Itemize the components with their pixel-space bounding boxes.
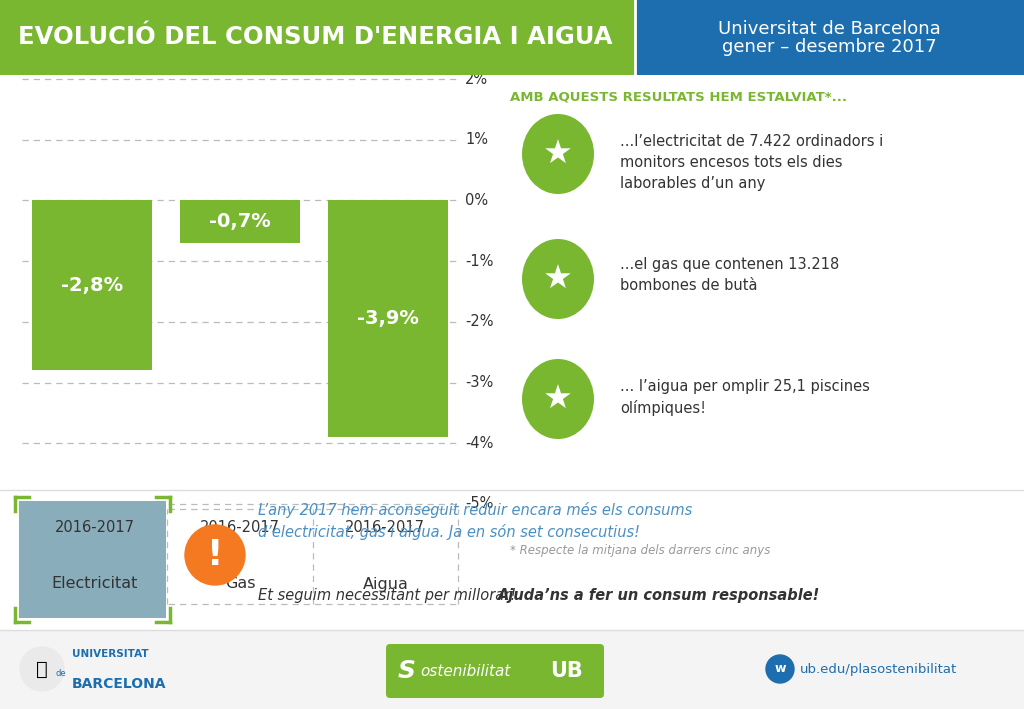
Text: !: ! [207,538,223,572]
Bar [0,630,1024,709]
Ellipse shape [522,114,594,194]
Text: Ajuda’ns a fer un consum responsable!: Ajuda’ns a fer un consum responsable! [498,588,820,603]
Text: 2016-2017: 2016-2017 [345,520,425,535]
Text: AMB AQUESTS RESULTATS HEM ESTALVIAT*...: AMB AQUESTS RESULTATS HEM ESTALVIAT*... [510,91,847,104]
Bar [0,0,635,75]
Text: 🏛: 🏛 [36,659,48,679]
Ellipse shape [522,239,594,319]
Circle shape [185,525,245,585]
Text: w: w [774,662,785,676]
Circle shape [20,647,63,691]
Text: ★: ★ [543,138,573,170]
Bar [635,0,1024,75]
Text: 2%: 2% [465,72,488,86]
Text: Gas: Gas [224,576,255,591]
Text: 2016-2017: 2016-2017 [54,520,135,535]
Text: -0,7%: -0,7% [209,212,271,231]
Text: ostenibilitat: ostenibilitat [420,664,510,679]
Text: UNIVERSITAT: UNIVERSITAT [72,649,148,659]
Circle shape [766,655,794,683]
Text: Universitat de Barcelona: Universitat de Barcelona [718,20,940,38]
Text: ub.edu/plasostenibilitat: ub.edu/plasostenibilitat [800,662,957,676]
FancyBboxPatch shape [386,644,604,698]
Text: UB: UB [550,661,583,681]
Text: ...el gas que contenen 13.218
bombones de butà: ...el gas que contenen 13.218 bombones d… [620,257,840,293]
Text: ...l’electricitat de 7.422 ordinadors i
monitors encesos tots els dies
laborable: ...l’electricitat de 7.422 ordinadors i … [620,134,884,191]
Text: -2,8%: -2,8% [61,276,123,295]
Text: -2%: -2% [465,314,494,330]
Text: de: de [55,669,66,678]
Text: Electricitat: Electricitat [51,576,138,591]
Text: 0%: 0% [465,193,488,208]
Text: -3,9%: -3,9% [357,309,419,328]
Text: BARCELONA: BARCELONA [72,677,167,691]
Bar [32,201,152,370]
Text: Et seguim necessitant per millorar!: Et seguim necessitant per millorar! [258,588,521,603]
Text: -3%: -3% [465,375,494,390]
Text: EVOLUCIÓ DEL CONSUM D'ENERGIA I AIGUA: EVOLUCIÓ DEL CONSUM D'ENERGIA I AIGUA [18,26,612,50]
Text: 1%: 1% [465,132,488,147]
Text: ... l’aigua per omplir 25,1 piscines
olímpiques!: ... l’aigua per omplir 25,1 piscines olí… [620,379,869,416]
Text: gener – desembre 2017: gener – desembre 2017 [722,38,936,57]
Text: S: S [398,659,416,683]
Text: -5%: -5% [465,496,494,511]
Text: Aigua: Aigua [362,576,409,591]
Bar [180,201,300,243]
Text: * Respecte la mitjana dels darrers cinc anys: * Respecte la mitjana dels darrers cinc … [510,544,770,557]
Text: ★: ★ [543,262,573,296]
Bar [19,501,166,618]
Text: L’any 2017 hem aconseguit reduir encara més els consums
d’electricitat, gas i ai: L’any 2017 hem aconseguit reduir encara … [258,502,692,540]
Text: ★: ★ [543,382,573,415]
Bar [328,201,449,437]
Ellipse shape [522,359,594,439]
Text: -1%: -1% [465,254,494,269]
Text: 2016-2017: 2016-2017 [200,520,280,535]
Text: -4%: -4% [465,436,494,451]
